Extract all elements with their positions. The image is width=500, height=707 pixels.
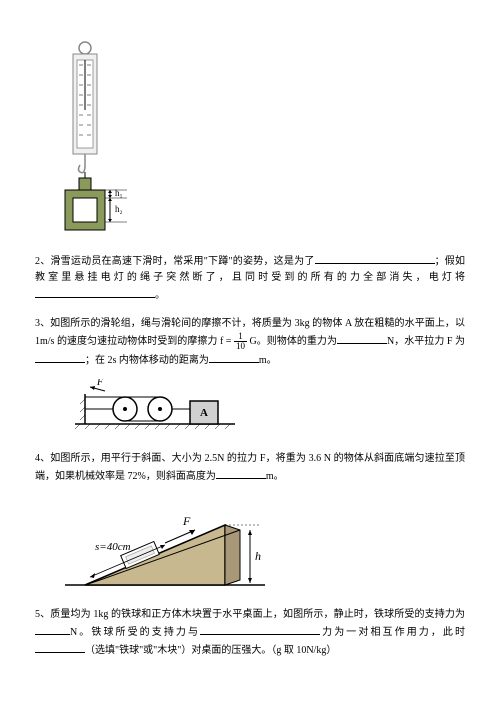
q5-text-a: 5、质量均为 1kg 的铁球和正方体木块置于水平桌面上，如图所示，静止时，铁球所…: [35, 609, 465, 620]
blank: [35, 641, 85, 653]
q3-text-c: N，水平拉力 F 为: [387, 336, 465, 347]
q2-text-a: 2、滑雪运动员在高速下滑时，常采用"下蹲"的姿势，这是为了: [35, 256, 315, 267]
h1-label: h₁: [115, 188, 123, 198]
figure-3-pulley: F A: [75, 379, 465, 439]
q3-text-e: m。: [259, 355, 277, 366]
question-3: 3、如图所示的滑轮组，绳与滑轮间的摩擦不计，将质量为 3kg 的物体 A 放在粗…: [35, 316, 465, 369]
blank: [216, 467, 266, 479]
blank: [209, 351, 259, 363]
q2-text-c: 。: [155, 290, 165, 301]
label-A: A: [200, 407, 208, 419]
question-4: 4、如图所示，用平行于斜面、大小为 2.5N 的拉力 F，将重为 3.6 N 的…: [35, 451, 465, 485]
blank: [35, 623, 70, 635]
h2-label: h₂: [115, 204, 123, 214]
q5-text-b: N。铁球所受的支持力与: [70, 627, 200, 638]
label-s: s=40cm: [95, 541, 131, 553]
label-h: h: [255, 549, 261, 563]
blank: [315, 252, 435, 264]
q5-text-c: 力为一对相互作用力，此时: [320, 627, 465, 638]
blank: [35, 286, 155, 298]
question-2: 2、滑雪运动员在高速下滑时，常采用"下蹲"的姿势，这是为了；假如教室里悬挂电灯的…: [35, 252, 465, 304]
figure-4-incline: s=40cm F h: [65, 495, 465, 595]
label-F: F: [182, 514, 191, 528]
fraction: 110: [234, 332, 247, 351]
q5-text-d: （选填"铁球"或"木块"）对桌面的压强大。（g 取 10N/kg）: [85, 645, 336, 656]
q4-text-b: m。: [266, 471, 284, 482]
blank: [337, 332, 387, 344]
question-5: 5、质量均为 1kg 的铁球和正方体木块置于水平桌面上，如图所示，静止时，铁球所…: [35, 607, 465, 659]
figure-1-spring-scale: h₁ h₂: [35, 40, 465, 240]
q3-text-d: ；在 2s 内物体移动的距离为: [85, 355, 209, 366]
blank: [35, 351, 85, 363]
blank: [200, 623, 320, 635]
q3-text-b: G。则物体的重力为: [247, 336, 337, 347]
label-F: F: [96, 379, 104, 388]
